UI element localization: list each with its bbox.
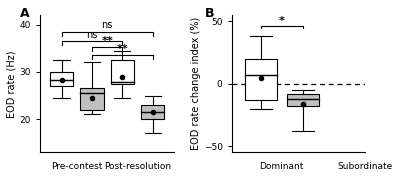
Bar [245,59,277,100]
Bar [141,105,164,119]
Y-axis label: EOD rate (Hz): EOD rate (Hz) [7,50,17,117]
Bar [287,94,318,106]
Text: *: * [279,16,285,26]
Text: **: ** [101,36,113,46]
Text: A: A [20,7,30,20]
Bar [111,60,134,84]
Bar [80,88,104,110]
Bar [50,72,73,86]
Text: **: ** [116,44,128,54]
Text: ns: ns [86,30,98,40]
Text: B: B [205,7,214,20]
Text: ns: ns [102,20,113,30]
Y-axis label: EOD rate change index (%): EOD rate change index (%) [191,17,201,150]
